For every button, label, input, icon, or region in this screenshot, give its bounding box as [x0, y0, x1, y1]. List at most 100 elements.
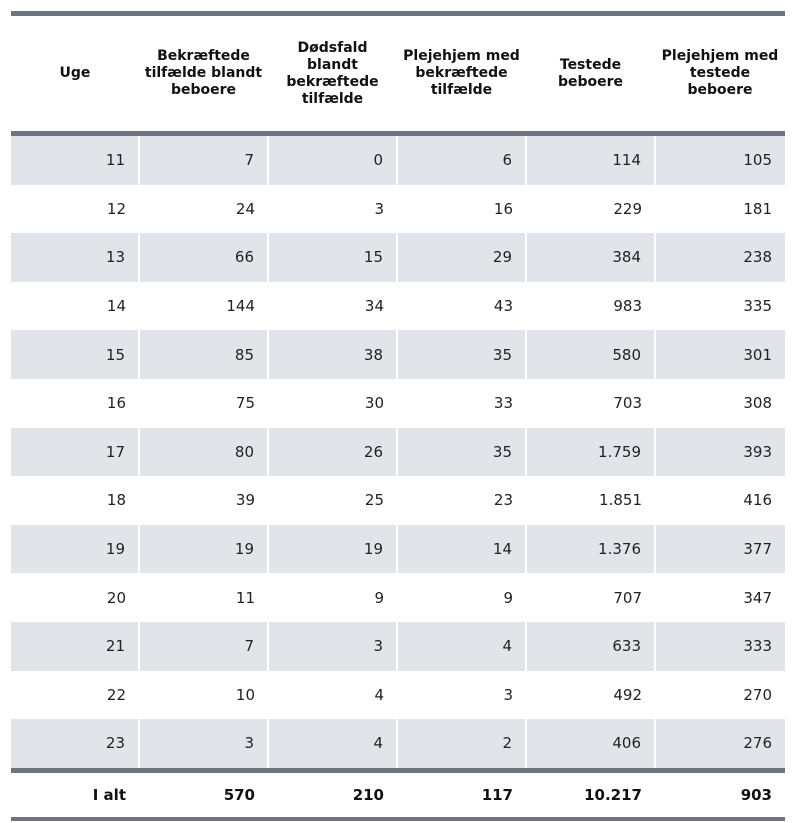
- week-cell: 18: [106, 491, 126, 510]
- table-cell: 347: [743, 588, 772, 607]
- table-cell: 333: [654, 621, 785, 671]
- data-table-body: 11 7 0 6 114 105 12 24 3 16 229 181 13 66 15 29 384 238 14…: [11, 136, 785, 768]
- table-cell: 3: [138, 719, 268, 768]
- week-cell: 17: [11, 427, 139, 477]
- table-cell: 416: [743, 491, 772, 510]
- table-cell: 703: [613, 394, 642, 413]
- total-label: I alt: [92, 785, 126, 804]
- data-table-container: Uge Bekræftede tilfælde blandt beboere D…: [11, 11, 785, 821]
- total-cell: 117: [481, 785, 513, 804]
- table-cell: 114: [525, 136, 655, 185]
- header-deaths: Dødsfald blandt bekræftede tilfælde: [286, 39, 379, 107]
- table-cell: 29: [396, 233, 526, 282]
- table-cell: 19: [138, 524, 268, 574]
- table-row: 14 144 34 43 983 335: [11, 282, 785, 331]
- table-cell: 393: [654, 427, 785, 477]
- table-cell: 11: [235, 588, 255, 607]
- table-row: 11 7 0 6 114 105: [11, 136, 785, 185]
- table-cell: 35: [396, 330, 526, 379]
- table-cell: 492: [613, 685, 642, 704]
- table-cell: 10: [235, 685, 255, 704]
- header-nursing-homes-tested: Plejehjem med testede beboere: [661, 48, 779, 98]
- table-cell: 34: [364, 297, 384, 316]
- total-cell: 210: [352, 785, 384, 804]
- table-cell: 4: [267, 719, 397, 768]
- top-rule: [11, 11, 785, 16]
- week-cell: 14: [106, 297, 126, 316]
- total-row: I alt 570 210 117 10.217 903: [11, 773, 785, 817]
- table-row: 19 19 19 14 1.376 377: [11, 524, 785, 574]
- bottom-rule: [11, 816, 785, 821]
- table-cell: 7: [138, 621, 268, 671]
- table-row: 15 85 38 35 580 301: [11, 330, 785, 379]
- table-cell: 377: [654, 524, 785, 574]
- week-cell: 13: [11, 233, 139, 282]
- table-cell: 33: [493, 394, 513, 413]
- table-cell: 301: [654, 330, 785, 379]
- data-table: Uge Bekræftede tilfælde blandt beboere D…: [11, 16, 785, 131]
- table-cell: 39: [235, 491, 255, 510]
- table-cell: 25: [364, 491, 384, 510]
- table-cell: 9: [374, 588, 384, 607]
- table-cell: 0: [267, 136, 397, 185]
- table-cell: 26: [267, 427, 397, 477]
- table-cell: 181: [743, 199, 772, 218]
- week-cell: 23: [11, 719, 139, 768]
- table-cell: 4: [396, 621, 526, 671]
- table-cell: 15: [267, 233, 397, 282]
- week-cell: 20: [106, 588, 126, 607]
- table-cell: 229: [613, 199, 642, 218]
- table-cell: 406: [525, 719, 655, 768]
- table-cell: 707: [613, 588, 642, 607]
- table-cell: 9: [503, 588, 513, 607]
- table-cell: 38: [267, 330, 397, 379]
- table-cell: 80: [138, 427, 268, 477]
- week-cell: 21: [11, 621, 139, 671]
- table-cell: 19: [267, 524, 397, 574]
- table-cell: 384: [525, 233, 655, 282]
- total-cell: 10.217: [584, 785, 642, 804]
- table-row: 20 11 9 9 707 347: [11, 573, 785, 622]
- table-cell: 1.376: [525, 524, 655, 574]
- week-cell: 22: [106, 685, 126, 704]
- table-cell: 308: [743, 394, 772, 413]
- table-row: 23 3 4 2 406 276: [11, 719, 785, 768]
- table-cell: 270: [743, 685, 772, 704]
- table-cell: 43: [493, 297, 513, 316]
- table-row: 13 66 15 29 384 238: [11, 233, 785, 282]
- table-cell: 75: [235, 394, 255, 413]
- table-cell: 3: [267, 621, 397, 671]
- table-cell: 85: [138, 330, 268, 379]
- table-cell: 335: [743, 297, 772, 316]
- table-cell: 144: [226, 297, 255, 316]
- table-cell: 276: [654, 719, 785, 768]
- table-row: 17 80 26 35 1.759 393: [11, 427, 785, 477]
- table-cell: 66: [138, 233, 268, 282]
- table-cell: 6: [396, 136, 526, 185]
- total-rule: [11, 767, 785, 773]
- table-cell: 24: [235, 199, 255, 218]
- table-row: 18 39 25 23 1.851 416: [11, 476, 785, 525]
- table-row: 22 10 4 3 492 270: [11, 671, 785, 720]
- week-cell: 11: [11, 136, 139, 185]
- table-cell: 633: [525, 621, 655, 671]
- header-confirmed-cases: Bekræftede tilfælde blandt beboere: [144, 48, 263, 98]
- table-cell: 238: [654, 233, 785, 282]
- table-cell: 1.759: [525, 427, 655, 477]
- table-cell: 4: [374, 685, 384, 704]
- week-cell: 12: [106, 199, 126, 218]
- week-cell: 16: [106, 394, 126, 413]
- table-cell: 16: [493, 199, 513, 218]
- table-cell: 35: [396, 427, 526, 477]
- table-cell: 580: [525, 330, 655, 379]
- table-cell: 1.851: [599, 491, 642, 510]
- table-cell: 2: [396, 719, 526, 768]
- header-nursing-homes-confirmed: Plejehjem med bekræftede tilfælde: [403, 48, 520, 98]
- total-cell: 570: [223, 785, 255, 804]
- table-row: 16 75 30 33 703 308: [11, 379, 785, 428]
- week-cell: 15: [11, 330, 139, 379]
- table-row: 21 7 3 4 633 333: [11, 621, 785, 671]
- table-cell: 3: [503, 685, 513, 704]
- table-cell: 14: [396, 524, 526, 574]
- data-table-footer: I alt 570 210 117 10.217 903: [11, 773, 785, 817]
